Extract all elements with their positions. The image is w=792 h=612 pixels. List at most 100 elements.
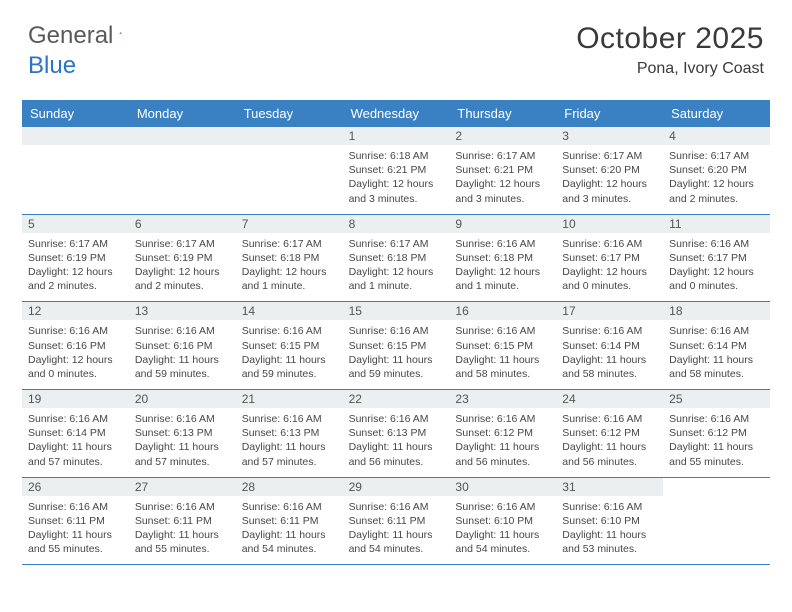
day-number-row: 9 — [449, 215, 556, 233]
sunrise-text: Sunrise: 6:16 AM — [242, 412, 337, 426]
calendar-cell: 23Sunrise: 6:16 AMSunset: 6:12 PMDayligh… — [449, 390, 556, 477]
day-number: 14 — [242, 303, 255, 319]
calendar-cell: 10Sunrise: 6:16 AMSunset: 6:17 PMDayligh… — [556, 215, 663, 302]
sunset-text: Sunset: 6:20 PM — [669, 163, 764, 177]
calendar-cell: 3Sunrise: 6:17 AMSunset: 6:20 PMDaylight… — [556, 127, 663, 214]
day-number: 20 — [135, 391, 148, 407]
sunset-text: Sunset: 6:14 PM — [669, 339, 764, 353]
sunset-text: Sunset: 6:11 PM — [135, 514, 230, 528]
daylight-text: Daylight: 11 hours and 58 minutes. — [669, 353, 764, 381]
sunset-text: Sunset: 6:11 PM — [242, 514, 337, 528]
calendar-cell: 29Sunrise: 6:16 AMSunset: 6:11 PMDayligh… — [343, 478, 450, 565]
calendar-cell: 25Sunrise: 6:16 AMSunset: 6:12 PMDayligh… — [663, 390, 770, 477]
sunrise-text: Sunrise: 6:16 AM — [562, 237, 657, 251]
title-block: October 2025 Pona, Ivory Coast — [576, 22, 764, 78]
day-number-row: 5 — [22, 215, 129, 233]
sunset-text: Sunset: 6:16 PM — [135, 339, 230, 353]
sunrise-text: Sunrise: 6:16 AM — [669, 412, 764, 426]
calendar-week: 1Sunrise: 6:18 AMSunset: 6:21 PMDaylight… — [22, 127, 770, 215]
calendar-cell: 12Sunrise: 6:16 AMSunset: 6:16 PMDayligh… — [22, 302, 129, 389]
day-number-row: 18 — [663, 302, 770, 320]
sunrise-text: Sunrise: 6:16 AM — [135, 412, 230, 426]
calendar-cell: 22Sunrise: 6:16 AMSunset: 6:13 PMDayligh… — [343, 390, 450, 477]
sunset-text: Sunset: 6:18 PM — [242, 251, 337, 265]
sunset-text: Sunset: 6:15 PM — [242, 339, 337, 353]
calendar-cell: 1Sunrise: 6:18 AMSunset: 6:21 PMDaylight… — [343, 127, 450, 214]
sunrise-text: Sunrise: 6:16 AM — [669, 324, 764, 338]
day-number-row: 12 — [22, 302, 129, 320]
sunrise-text: Sunrise: 6:16 AM — [455, 412, 550, 426]
calendar-cell: 18 Sunrise: 6:16 AMSunset: 6:14 PMDayligh… — [663, 302, 770, 389]
daylight-text: Daylight: 12 hours and 1 minute. — [242, 265, 337, 293]
logo-text-general: General — [28, 22, 113, 50]
day-number: 12 — [28, 303, 41, 319]
day-number-row: 19 — [22, 390, 129, 408]
day-number: 30 — [455, 479, 468, 495]
sunrise-text: Sunrise: 6:16 AM — [455, 237, 550, 251]
daylight-text: Daylight: 11 hours and 58 minutes. — [455, 353, 550, 381]
day-number-row — [236, 127, 343, 145]
day-number: 26 — [28, 479, 41, 495]
day-number: 6 — [135, 216, 142, 232]
day-number-row: 8 — [343, 215, 450, 233]
day-number-row — [129, 127, 236, 145]
sunrise-text: Sunrise: 6:16 AM — [242, 500, 337, 514]
day-number-row: 11 — [663, 215, 770, 233]
day-number: 22 — [349, 391, 362, 407]
sunrise-text: Sunrise: 6:16 AM — [349, 412, 444, 426]
sunset-text: Sunset: 6:12 PM — [562, 426, 657, 440]
day-number: 31 — [562, 479, 575, 495]
daylight-text: Daylight: 11 hours and 57 minutes. — [242, 440, 337, 468]
sunset-text: Sunset: 6:14 PM — [562, 339, 657, 353]
day-number-row: 13 — [129, 302, 236, 320]
day-number-row: 26 — [22, 478, 129, 496]
daylight-text: Daylight: 11 hours and 54 minutes. — [349, 528, 444, 556]
calendar-cell: 7Sunrise: 6:17 AMSunset: 6:18 PMDaylight… — [236, 215, 343, 302]
daylight-text: Daylight: 11 hours and 56 minutes. — [562, 440, 657, 468]
daylight-text: Daylight: 12 hours and 0 minutes. — [562, 265, 657, 293]
sunrise-text: Sunrise: 6:16 AM — [28, 324, 123, 338]
day-number-row: 4 — [663, 127, 770, 145]
sunrise-text: Sunrise: 6:16 AM — [562, 500, 657, 514]
calendar-cell: 2Sunrise: 6:17 AMSunset: 6:21 PMDaylight… — [449, 127, 556, 214]
sunset-text: Sunset: 6:21 PM — [455, 163, 550, 177]
day-number-row: 29 — [343, 478, 450, 496]
sunset-text: Sunset: 6:13 PM — [242, 426, 337, 440]
sunrise-text: Sunrise: 6:17 AM — [562, 149, 657, 163]
weekday-wed: Wednesday — [343, 100, 450, 127]
weekday-sun: Sunday — [22, 100, 129, 127]
sunrise-text: Sunrise: 6:17 AM — [455, 149, 550, 163]
sunrise-text: Sunrise: 6:16 AM — [669, 237, 764, 251]
calendar-cell: 8Sunrise: 6:17 AMSunset: 6:18 PMDaylight… — [343, 215, 450, 302]
sunset-text: Sunset: 6:12 PM — [455, 426, 550, 440]
calendar-cell: 31Sunrise: 6:16 AMSunset: 6:10 PMDayligh… — [556, 478, 663, 565]
calendar-cell — [663, 478, 770, 565]
daylight-text: Daylight: 12 hours and 0 minutes. — [28, 353, 123, 381]
calendar-cell: 11Sunrise: 6:16 AMSunset: 6:17 PMDayligh… — [663, 215, 770, 302]
day-number: 21 — [242, 391, 255, 407]
calendar-week: 5 Sunrise: 6:17 AMSunset: 6:19 PM Daylight… — [22, 215, 770, 303]
sunrise-text: Sunrise: 6:16 AM — [349, 500, 444, 514]
day-number-row: 22 — [343, 390, 450, 408]
daylight-text: Daylight: 12 hours and 3 minutes. — [349, 177, 444, 205]
sunrise-text: Sunrise: 6:16 AM — [455, 324, 550, 338]
daylight-text: Daylight: 11 hours and 59 minutes. — [135, 353, 230, 381]
sunset-text: Sunset: 6:17 PM — [669, 251, 764, 265]
sunrise-text: Sunrise: 6:17 AM — [135, 237, 230, 251]
weekday-sat: Saturday — [663, 100, 770, 127]
day-number-row: 25 — [663, 390, 770, 408]
day-number: 10 — [562, 216, 575, 232]
sail-icon — [119, 23, 122, 43]
calendar-cell: 28Sunrise: 6:16 AMSunset: 6:11 PMDayligh… — [236, 478, 343, 565]
daylight-text: Daylight: 11 hours and 54 minutes. — [455, 528, 550, 556]
sunset-text: Sunset: 6:13 PM — [135, 426, 230, 440]
calendar-cell — [236, 127, 343, 214]
day-number: 4 — [669, 128, 676, 144]
page-header: General October 2025 Pona, Ivory Coast — [0, 0, 792, 84]
month-title: October 2025 — [576, 22, 764, 56]
calendar-cell: 15Sunrise: 6:16 AMSunset: 6:15 PMDayligh… — [343, 302, 450, 389]
weekday-mon: Monday — [129, 100, 236, 127]
sunrise-text: Sunrise: 6:17 AM — [669, 149, 764, 163]
calendar-cell: 24Sunrise: 6:16 AMSunset: 6:12 PMDayligh… — [556, 390, 663, 477]
sunset-text: Sunset: 6:19 PM — [135, 251, 230, 265]
